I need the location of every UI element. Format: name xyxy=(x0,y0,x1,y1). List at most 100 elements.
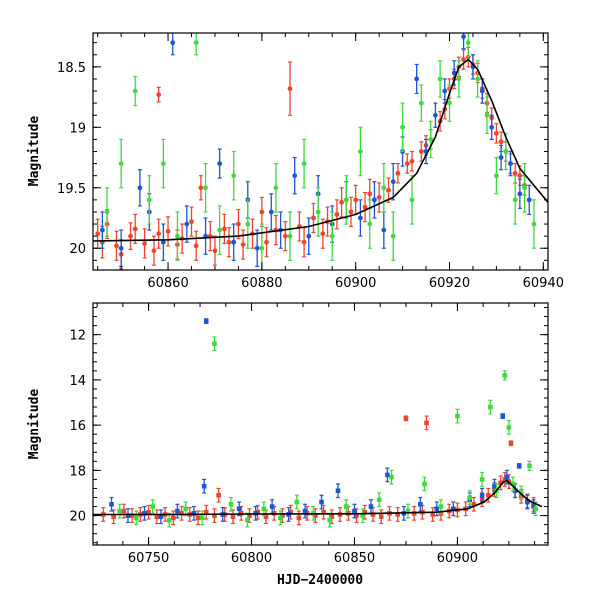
top-green-point xyxy=(447,100,452,106)
bottom-green-point xyxy=(343,504,349,509)
bottom-blue-point xyxy=(109,501,114,507)
bottom-green-point xyxy=(228,501,234,507)
top-blue-point xyxy=(137,185,143,191)
bottom-red-point xyxy=(403,416,409,421)
top-red-point xyxy=(132,226,138,232)
top-blue-point xyxy=(231,239,237,245)
bottom-green-point xyxy=(455,413,460,419)
top-green-point xyxy=(381,185,387,191)
top-blue-point xyxy=(498,155,504,160)
top-red-point xyxy=(151,248,157,254)
top-green-point xyxy=(357,149,363,154)
top-blue-point xyxy=(254,245,260,251)
bottom-blue-point xyxy=(125,513,131,518)
bottom-blue-point xyxy=(191,511,197,516)
top-red-point xyxy=(334,211,340,217)
bottom-green-point xyxy=(533,506,538,512)
top-green-point xyxy=(301,161,307,166)
top-red-point xyxy=(198,185,204,191)
bottom-red-point xyxy=(354,513,359,518)
top-red-point xyxy=(517,173,523,179)
bottom-green-point xyxy=(294,499,300,505)
bottom-panel-frame xyxy=(92,302,549,546)
top-blue-point xyxy=(526,197,532,203)
top-red-point xyxy=(287,86,293,92)
top-green-point xyxy=(531,221,537,227)
bottom-red-point xyxy=(154,514,160,520)
top-x-tick-label: 60880 xyxy=(241,276,282,291)
bottom-blue-point xyxy=(352,508,357,514)
bottom-blue-point xyxy=(434,506,440,512)
bottom-blue-point xyxy=(158,514,164,520)
bottom-red-point xyxy=(296,515,302,521)
top-y-axis-title: Magnitude xyxy=(27,116,42,187)
bottom-y-tick-label: 18 xyxy=(69,464,86,479)
bottom-green-point xyxy=(502,373,508,378)
top-red-point xyxy=(165,228,171,234)
top-blue-point xyxy=(357,215,363,221)
bottom-x-tick-label: 60750 xyxy=(128,551,169,566)
top-red-point xyxy=(376,195,382,200)
top-green-point xyxy=(484,112,490,118)
bottom-blue-point xyxy=(335,488,341,494)
top-green-point xyxy=(259,245,265,251)
top-green-point xyxy=(400,124,405,130)
bottom-red-point xyxy=(247,513,252,518)
top-y-tick-label: 20 xyxy=(69,242,86,257)
top-green-point xyxy=(160,161,166,166)
bottom-panel-axes: 60750 60800 60850 60900 12 14 16 18 20 xyxy=(69,303,548,566)
top-blue-point xyxy=(372,197,377,203)
bottom-red-point xyxy=(230,514,236,520)
top-blue-point xyxy=(433,112,438,118)
bottom-green-point xyxy=(422,481,427,487)
top-red-point xyxy=(221,226,227,232)
bottom-green-point xyxy=(510,481,516,487)
bottom-blue-point xyxy=(450,506,456,512)
top-blue-point xyxy=(442,88,448,94)
bottom-red-point xyxy=(424,420,429,426)
top-red-point xyxy=(193,243,199,249)
bottom-green-point xyxy=(183,506,188,512)
bottom-green-point xyxy=(527,463,532,469)
bottom-green-point xyxy=(467,495,473,500)
top-blue-point xyxy=(184,221,190,227)
top-green-point xyxy=(315,209,321,215)
bottom-red-point xyxy=(203,509,209,515)
bottom-blue-point xyxy=(302,508,308,514)
bottom-green-point xyxy=(117,508,123,514)
bottom-red-point xyxy=(471,501,477,507)
bottom-green-point xyxy=(133,515,139,521)
bottom-green-point xyxy=(245,517,250,523)
top-red-point xyxy=(311,215,316,221)
bottom-x-tick-label: 60800 xyxy=(231,551,272,566)
bottom-y-axis-title: Magnitude xyxy=(27,389,42,460)
top-red-point xyxy=(461,57,466,63)
bottom-green-point xyxy=(376,497,382,503)
top-green-point xyxy=(146,197,152,203)
bottom-blue-point xyxy=(479,492,485,498)
top-red-point xyxy=(240,242,246,248)
top-red-point xyxy=(156,92,162,98)
top-green-point xyxy=(465,40,471,46)
bottom-red-point xyxy=(508,440,514,446)
top-y-tick-label: 19.5 xyxy=(57,182,86,197)
top-green-point xyxy=(104,209,110,215)
top-green-point xyxy=(503,149,509,154)
top-blue-point xyxy=(461,34,466,40)
top-green-point xyxy=(287,233,293,239)
bottom-red-point xyxy=(395,512,401,517)
bottom-blue-point xyxy=(201,483,207,489)
top-red-point xyxy=(212,248,218,254)
top-green-point xyxy=(217,227,223,233)
top-blue-point xyxy=(489,124,495,130)
top-y-tick-label: 18.5 xyxy=(57,61,86,76)
bottom-red-point xyxy=(430,512,436,517)
bottom-y-tick-label: 16 xyxy=(69,419,86,434)
top-red-point xyxy=(395,170,401,176)
top-green-point xyxy=(273,185,279,191)
top-x-tick-label: 60940 xyxy=(523,276,564,291)
bottom-green-point xyxy=(327,517,333,523)
top-red-point xyxy=(348,209,354,215)
bottom-red-point xyxy=(111,514,116,520)
bottom-blue-point xyxy=(516,463,522,469)
